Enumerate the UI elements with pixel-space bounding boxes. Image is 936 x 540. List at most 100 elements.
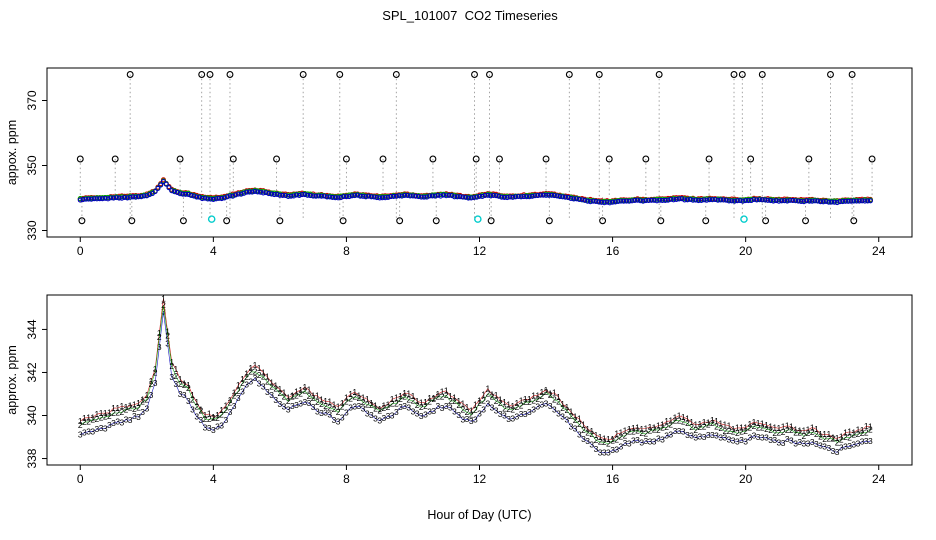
svg-text:1: 1 bbox=[448, 391, 453, 401]
svg-text:2: 2 bbox=[440, 392, 445, 402]
svg-text:1: 1 bbox=[710, 415, 715, 425]
svg-text:1: 1 bbox=[140, 394, 145, 404]
svg-text:3: 3 bbox=[261, 381, 266, 391]
svg-text:3: 3 bbox=[706, 430, 711, 440]
svg-text:1: 1 bbox=[199, 405, 204, 415]
svg-text:2: 2 bbox=[515, 402, 520, 412]
svg-text:1: 1 bbox=[161, 293, 166, 303]
svg-text:2: 2 bbox=[606, 439, 611, 449]
svg-text:3: 3 bbox=[348, 403, 353, 413]
svg-text:1: 1 bbox=[336, 401, 341, 411]
svg-text:2: 2 bbox=[540, 391, 545, 401]
svg-text:3: 3 bbox=[619, 441, 624, 451]
svg-text:2: 2 bbox=[643, 429, 648, 439]
svg-text:2: 2 bbox=[781, 427, 786, 437]
svg-text:2: 2 bbox=[477, 398, 482, 408]
svg-text:1: 1 bbox=[797, 426, 802, 436]
svg-text:3: 3 bbox=[623, 438, 628, 448]
svg-text:2: 2 bbox=[772, 428, 777, 438]
svg-text:1: 1 bbox=[789, 421, 794, 431]
svg-text:1: 1 bbox=[298, 385, 303, 395]
svg-text:1: 1 bbox=[194, 397, 199, 407]
svg-text:3: 3 bbox=[228, 407, 233, 417]
svg-text:1: 1 bbox=[652, 422, 657, 432]
svg-text:2: 2 bbox=[631, 426, 636, 436]
svg-text:1: 1 bbox=[594, 430, 599, 440]
svg-text:1: 1 bbox=[315, 391, 320, 401]
svg-text:1: 1 bbox=[485, 383, 490, 393]
svg-text:2: 2 bbox=[402, 391, 407, 401]
svg-text:2: 2 bbox=[119, 407, 124, 417]
svg-text:3: 3 bbox=[107, 420, 112, 430]
figure-title: SPL_101007 CO2 Timeseries bbox=[382, 8, 558, 23]
svg-text:1: 1 bbox=[311, 390, 316, 400]
svg-text:1: 1 bbox=[606, 434, 611, 444]
svg-text:2: 2 bbox=[531, 396, 536, 406]
svg-text:3: 3 bbox=[269, 390, 274, 400]
svg-text:2: 2 bbox=[153, 367, 158, 377]
svg-text:2: 2 bbox=[140, 397, 145, 407]
svg-text:2: 2 bbox=[743, 426, 748, 436]
svg-text:1: 1 bbox=[635, 423, 640, 433]
svg-text:1: 1 bbox=[136, 398, 141, 408]
svg-text:2: 2 bbox=[764, 424, 769, 434]
svg-text:2: 2 bbox=[144, 394, 149, 404]
svg-text:2: 2 bbox=[785, 425, 790, 435]
svg-text:1: 1 bbox=[240, 374, 245, 384]
svg-text:1: 1 bbox=[381, 401, 386, 411]
svg-text:2: 2 bbox=[282, 391, 287, 401]
calibration-points bbox=[76, 71, 876, 225]
svg-text:2: 2 bbox=[535, 394, 540, 404]
svg-text:3: 3 bbox=[381, 413, 386, 423]
svg-text:1: 1 bbox=[810, 422, 815, 432]
y-tick-label: 330 bbox=[25, 220, 39, 240]
svg-text:1: 1 bbox=[660, 419, 665, 429]
svg-text:2: 2 bbox=[552, 395, 557, 405]
svg-text:3: 3 bbox=[573, 424, 578, 434]
svg-text:2: 2 bbox=[448, 396, 453, 406]
svg-text:2: 2 bbox=[361, 397, 366, 407]
svg-text:3: 3 bbox=[244, 380, 249, 390]
svg-text:2: 2 bbox=[257, 370, 262, 380]
svg-text:2: 2 bbox=[319, 399, 324, 409]
svg-text:2: 2 bbox=[427, 397, 432, 407]
svg-text:1: 1 bbox=[560, 399, 565, 409]
svg-text:2: 2 bbox=[190, 395, 195, 405]
svg-text:3: 3 bbox=[315, 406, 320, 416]
svg-text:1: 1 bbox=[639, 424, 644, 434]
svg-text:2: 2 bbox=[111, 408, 116, 418]
svg-text:1: 1 bbox=[174, 364, 179, 374]
svg-text:3: 3 bbox=[165, 339, 170, 349]
svg-text:3: 3 bbox=[352, 402, 357, 412]
svg-text:2: 2 bbox=[323, 401, 328, 411]
y-tick-label: 350 bbox=[25, 155, 39, 175]
svg-text:1: 1 bbox=[777, 423, 782, 433]
svg-text:1: 1 bbox=[510, 401, 515, 411]
svg-text:2: 2 bbox=[510, 404, 515, 414]
svg-text:3: 3 bbox=[307, 398, 312, 408]
svg-text:3: 3 bbox=[818, 441, 823, 451]
svg-text:1: 1 bbox=[369, 398, 374, 408]
svg-text:3: 3 bbox=[535, 401, 540, 411]
x-tick-label: 20 bbox=[739, 244, 753, 258]
svg-text:3: 3 bbox=[831, 446, 836, 456]
svg-text:2: 2 bbox=[315, 397, 320, 407]
svg-text:1: 1 bbox=[282, 388, 287, 398]
svg-text:1: 1 bbox=[731, 424, 736, 434]
svg-text:2: 2 bbox=[423, 401, 428, 411]
svg-text:2: 2 bbox=[311, 393, 316, 403]
svg-text:1: 1 bbox=[818, 429, 823, 439]
svg-text:2: 2 bbox=[727, 426, 732, 436]
svg-text:2: 2 bbox=[777, 427, 782, 437]
svg-text:2: 2 bbox=[431, 394, 436, 404]
svg-text:2: 2 bbox=[502, 403, 507, 413]
svg-text:2: 2 bbox=[681, 417, 686, 427]
svg-text:1: 1 bbox=[481, 390, 486, 400]
svg-text:3: 3 bbox=[327, 410, 332, 420]
svg-text:1: 1 bbox=[614, 429, 619, 439]
svg-text:3: 3 bbox=[377, 415, 382, 425]
